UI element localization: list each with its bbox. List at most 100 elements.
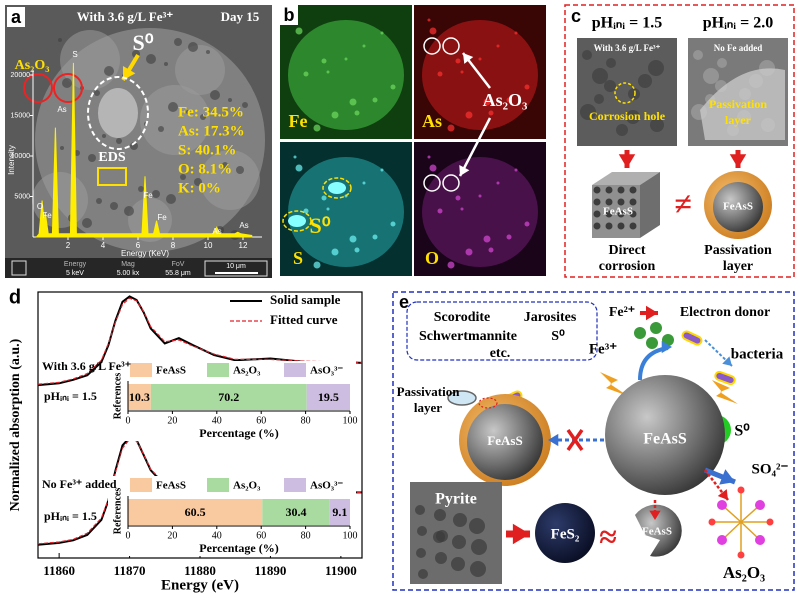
blocked-arrow-head [548, 433, 559, 447]
composition: As: 17.3% [178, 123, 245, 139]
cube-pore [617, 186, 625, 194]
panel-label: a [11, 7, 22, 27]
sem-pore [124, 206, 134, 216]
pyrite-pore [470, 561, 486, 577]
x-tick-label: 11860 [43, 563, 75, 578]
element-map-speck [331, 111, 339, 119]
porous-cube-top [592, 172, 660, 185]
oxidation-arrow-head [661, 340, 672, 354]
mineral-label: FeAsS [723, 201, 753, 213]
s-spot [328, 182, 346, 194]
peak-label: O [37, 202, 43, 211]
sem-pore [236, 166, 244, 174]
peak-label: Fe [157, 213, 167, 222]
map-label: O [425, 248, 439, 268]
element-map-speck [380, 168, 384, 172]
element-map-speck [524, 221, 530, 227]
cube-pore [605, 186, 613, 194]
pyrite-pore [416, 548, 426, 558]
sem-pore [174, 38, 182, 46]
condition-label: pHᵢₙᵢ = 2.0 [703, 15, 774, 32]
element-map-speck [524, 84, 530, 90]
legend-label: As₂O₃ [233, 365, 261, 377]
element-map-speck [514, 168, 518, 172]
element-map-speck [390, 84, 396, 90]
day-label: Day 15 [221, 9, 260, 24]
pyrite-pore [435, 552, 447, 564]
element-map-speck [293, 155, 297, 159]
element-map-speck [506, 234, 512, 240]
element-map-speck [514, 31, 518, 35]
composition: K: 0% [178, 180, 221, 196]
sem-texture [626, 110, 640, 124]
x-tick-label: 11900 [325, 563, 357, 578]
s0-arrow-head [122, 66, 136, 80]
pyrite-pore [418, 569, 428, 579]
panel-frame [392, 291, 795, 591]
footer-value: 5.00 kx [117, 270, 140, 277]
sem-texture [628, 88, 640, 100]
mineral-name: etc. [490, 346, 511, 361]
sem-pore [228, 98, 232, 102]
condition-label: pHᵢₙᵢ = 1.5 [592, 15, 663, 32]
x-tick-label: 100 [343, 415, 358, 426]
as2o3-marker [423, 37, 441, 55]
mineral-label: FeAsS [603, 206, 633, 218]
annotation: pHᵢₙᵢ = 1.5 [44, 509, 97, 523]
bar-segment [150, 384, 307, 410]
peak-label: Fe [143, 191, 153, 200]
fe-ion [650, 322, 662, 334]
legend-swatch [284, 478, 306, 492]
eds-x-tick-label: 2 [66, 241, 71, 250]
map-label: S [293, 248, 303, 268]
bar-segment [262, 499, 330, 525]
donor-arrow-head [646, 305, 658, 321]
element-map-speck [429, 27, 437, 35]
annotation: No Fe³⁺ added [42, 477, 117, 491]
panel-title: With 3.6 g/L Fe³⁺ [77, 9, 174, 24]
mineral-label: FeAsS [487, 433, 522, 448]
sem-pore [152, 190, 160, 198]
sem-pore [62, 78, 72, 88]
spectrum-line [37, 297, 363, 385]
element-map-speck [483, 98, 491, 106]
molecule-atom [708, 518, 716, 526]
footer-value: 5 keV [66, 270, 84, 277]
sem-texture [650, 118, 664, 132]
element-map-speck [362, 181, 366, 185]
sem-pore [210, 90, 220, 100]
passivation-label: Passivation [397, 384, 461, 399]
cube-pore [593, 186, 601, 194]
molecule-atom [717, 535, 727, 545]
composition: O: 8.1% [178, 161, 232, 177]
fragment [635, 504, 682, 557]
element-map-speck [460, 70, 464, 74]
sulfate-arrow-head [719, 469, 735, 485]
x-tick-label: 11890 [255, 563, 287, 578]
bar-value-label: 10.3 [129, 390, 150, 404]
legend-label: As₂O₃ [233, 480, 261, 492]
corrosion-hole [614, 82, 636, 104]
pointer [458, 117, 492, 177]
x-tick-label: 80 [301, 530, 311, 541]
sem-pore [206, 50, 210, 54]
bar-value-label: 19.5 [318, 390, 339, 404]
molecule-atom [737, 486, 745, 494]
sem-texture [140, 85, 210, 155]
sem-pore [110, 202, 118, 210]
composition: S: 40.1% [178, 142, 236, 158]
element-map-speck [313, 261, 321, 269]
sem-pore [82, 218, 92, 228]
legend-label: FeAsS [156, 480, 186, 492]
element-map-speck [460, 207, 464, 211]
sem-pore [94, 90, 100, 96]
mineral-label: FeAsS [642, 526, 672, 538]
sem-pore [188, 42, 198, 52]
process-arrow-head [729, 154, 747, 168]
sem-pore [164, 62, 168, 66]
as2o3-label: As₂O₃ [483, 90, 528, 110]
cube-pore [593, 198, 601, 206]
x-tick-label: 60 [256, 530, 266, 541]
element-map-speck [488, 110, 494, 116]
not-equal: ≠ [674, 185, 692, 221]
